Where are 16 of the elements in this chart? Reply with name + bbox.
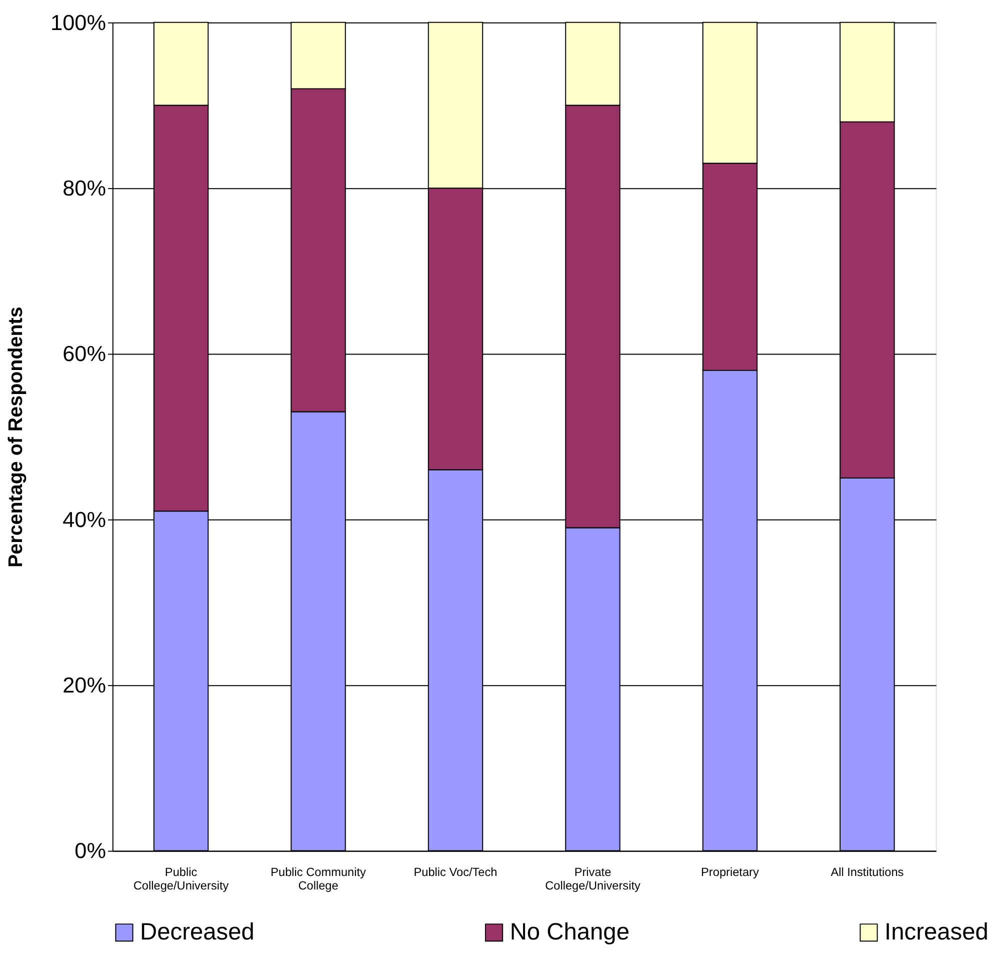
x-tick-label: Proprietary xyxy=(701,864,759,879)
y-tick-label: 0% xyxy=(74,838,106,864)
legend-label: No Change xyxy=(510,920,630,946)
legend-label: Increased xyxy=(884,920,988,946)
x-tick-label: Public Voc/Tech xyxy=(414,864,498,879)
x-tick-label: Public Community College xyxy=(270,864,366,893)
x-tick-label: Private College/University xyxy=(545,864,640,893)
x-tick-label: Public College/University xyxy=(133,864,229,893)
y-tick-label: 100% xyxy=(50,10,106,35)
y-tick-label: 40% xyxy=(62,506,106,532)
y-tick-label: 80% xyxy=(62,175,106,200)
y-tick-label: 60% xyxy=(62,341,106,366)
x-tick-label: All Institutions xyxy=(830,864,904,879)
legend-label: Decreased xyxy=(140,920,254,946)
y-axis-title: Percentage of Respondents xyxy=(4,306,27,568)
y-tick-label: 20% xyxy=(62,672,106,698)
